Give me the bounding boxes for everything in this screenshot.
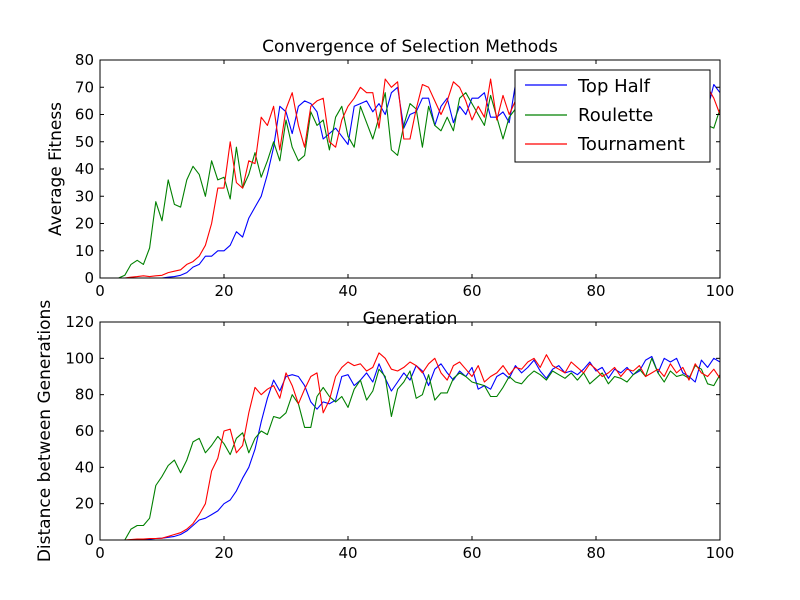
fitness-y-tick-label: 30 (75, 187, 94, 205)
fitness-y-axis-label: Average Fitness (46, 102, 66, 236)
distance-y-axis-label: Distance between Generations (35, 300, 55, 562)
distance-y-tick-label: 100 (65, 349, 94, 367)
distance-series-line-roulette (100, 357, 721, 541)
distance-y-tick-label: 80 (75, 386, 94, 404)
fitness-x-tick-label: 20 (214, 282, 233, 300)
distance-y-tick-label: 20 (75, 495, 94, 513)
distance-chart: 0 20 40 60 80 100 0 20 40 60 80 100 120 Distance bet… (35, 300, 734, 562)
fitness-x-tick-label: 80 (586, 282, 605, 300)
legend-label-roulette: Roulette (578, 105, 653, 126)
fitness-chart: Convergence of Selection Methods 0 20 40 60… (46, 37, 734, 329)
fitness-x-tick-label: 60 (462, 282, 481, 300)
distance-x-tick-label: 20 (214, 544, 233, 562)
chart-title: Convergence of Selection Methods (262, 37, 558, 57)
fitness-y-tick-label: 80 (75, 51, 94, 69)
distance-x-tick-label: 100 (706, 544, 735, 562)
distance-series-line-tournament (100, 352, 721, 541)
fitness-y-tick-label: 0 (84, 269, 94, 287)
distance-x-tick-label: 80 (586, 544, 605, 562)
distance-x-tick-label: 60 (462, 544, 481, 562)
distance-series-layer (100, 352, 721, 541)
fitness-y-tick-label: 10 (75, 242, 94, 260)
legend-label-top-half: Top Half (577, 76, 651, 97)
fitness-y-tick-label: 50 (75, 133, 94, 151)
fitness-x-tick-label: 100 (706, 282, 735, 300)
distance-x-tick-label: 40 (338, 544, 357, 562)
fitness-x-tick-label: 0 (95, 282, 105, 300)
fitness-y-tick-label: 20 (75, 215, 94, 233)
distance-y-tick-label: 40 (75, 458, 94, 476)
legend: Top Half Roulette Tournament (514, 69, 711, 163)
fitness-y-tick-label: 60 (75, 106, 94, 124)
distance-ticks-layer: 0 20 40 60 80 100 0 20 40 60 80 100 120 (65, 313, 734, 562)
distance-y-tick-label: 60 (75, 422, 94, 440)
fitness-x-axis-label: Generation (363, 309, 458, 329)
fitness-x-tick-label: 40 (338, 282, 357, 300)
distance-y-tick-label: 0 (84, 531, 94, 549)
fitness-ticks-layer: 0 20 40 60 80 100 0 10 20 30 40 50 60 70 80 (75, 51, 734, 300)
legend-label-tournament: Tournament (577, 134, 685, 155)
fitness-y-tick-label: 40 (75, 160, 94, 178)
distance-x-tick-label: 0 (95, 544, 105, 562)
distance-y-tick-label: 120 (65, 313, 94, 331)
fitness-y-tick-label: 70 (75, 78, 94, 96)
